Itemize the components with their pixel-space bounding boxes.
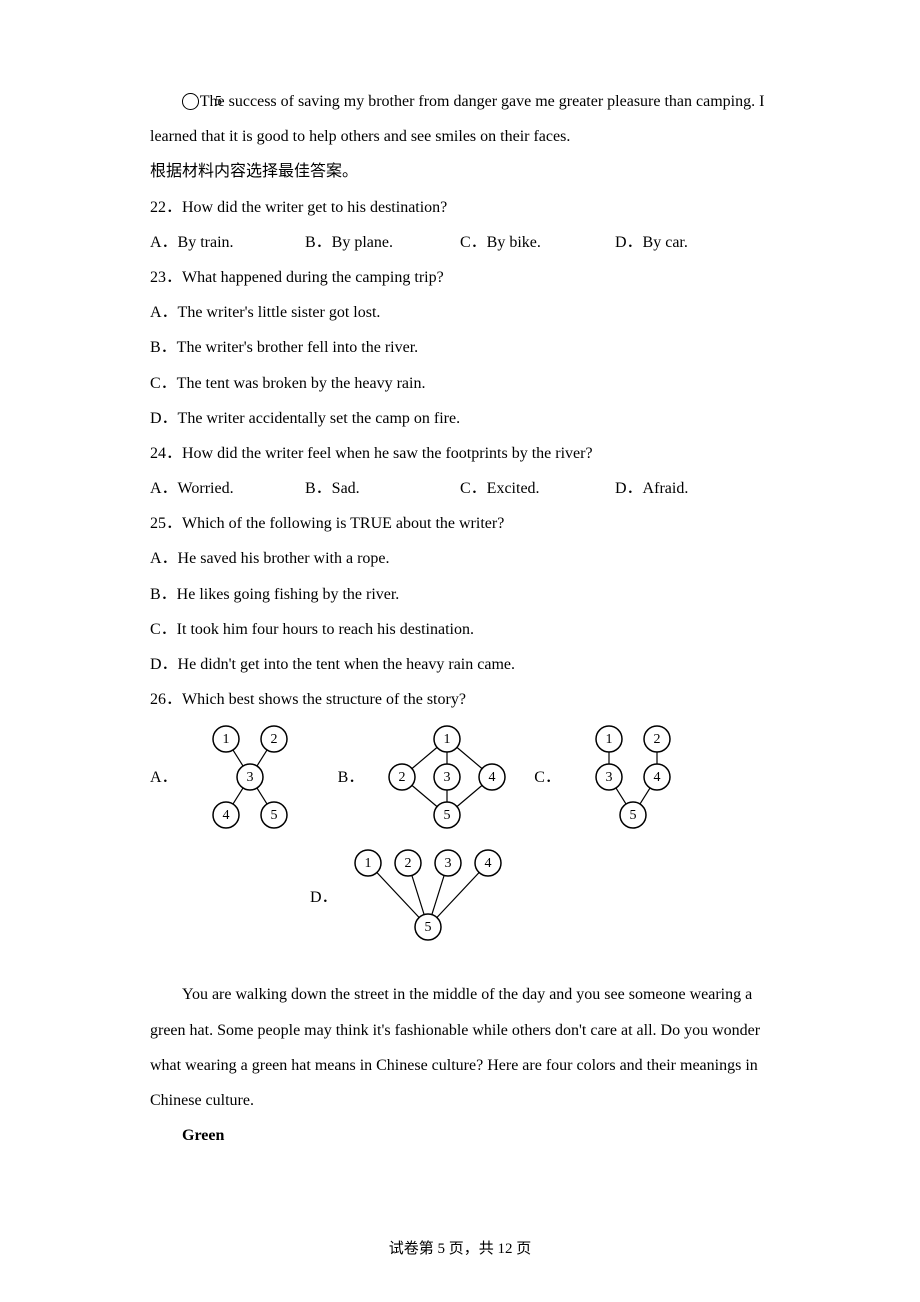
svg-text:5: 5 [444, 809, 451, 824]
footer-page: 5 [437, 1241, 445, 1257]
q26-diagram-c: 1 2 3 4 5 [569, 723, 697, 831]
q26-label-a: A． [150, 760, 178, 795]
q22-options: A．By train. B．By plane. C．By bike. D．By … [150, 225, 770, 260]
q22-opt-c: C．By bike. [460, 225, 615, 260]
q26-label-d: D． [310, 880, 338, 915]
passage2-para1: You are walking down the street in the m… [150, 977, 770, 1118]
svg-text:2: 2 [404, 857, 411, 872]
svg-text:1: 1 [605, 733, 612, 748]
q26-label-c: C． [534, 760, 561, 795]
svg-text:2: 2 [270, 733, 277, 748]
svg-text:3: 3 [246, 771, 253, 786]
svg-text:5: 5 [424, 921, 431, 936]
q26-diagram-d: 1 2 3 4 5 [346, 847, 510, 947]
page-footer: 试卷第 5 页，共 12 页 [0, 1233, 920, 1266]
footer-total: 12 [498, 1241, 513, 1257]
q23-opt-c: C．The tent was broken by the heavy rain. [150, 366, 770, 401]
svg-text:3: 3 [444, 857, 451, 872]
q24-opt-b: B．Sad. [305, 471, 460, 506]
q23-options: A．The writer's little sister got lost. B… [150, 295, 770, 436]
svg-text:1: 1 [364, 857, 371, 872]
q23-opt-d: D．The writer accidentally set the camp o… [150, 401, 770, 436]
q25-stem: 25．Which of the following is TRUE about … [150, 506, 770, 541]
svg-text:3: 3 [444, 771, 451, 786]
footer-mid: 页，共 [445, 1241, 498, 1257]
q26-diagrams-row2: D． 1 2 3 4 5 [150, 847, 770, 947]
q25-opt-c: C．It took him four hours to reach his de… [150, 612, 770, 647]
footer-left: 试卷第 [389, 1241, 438, 1257]
circled-5-icon: 5 [182, 93, 199, 110]
footer-right: 页 [513, 1241, 532, 1257]
q22-opt-b: B．By plane. [305, 225, 460, 260]
passage1-para5: 5The success of saving my brother from d… [150, 84, 770, 154]
svg-text:3: 3 [605, 771, 612, 786]
q26-stem: 26．Which best shows the structure of the… [150, 682, 770, 717]
q24-opt-d: D．Afraid. [615, 471, 770, 506]
q23-stem: 23．What happened during the camping trip… [150, 260, 770, 295]
q25-opt-d: D．He didn't get into the tent when the h… [150, 647, 770, 682]
q25-options: A．He saved his brother with a rope. B．He… [150, 541, 770, 682]
svg-text:5: 5 [270, 809, 277, 824]
svg-text:2: 2 [399, 771, 406, 786]
svg-text:4: 4 [653, 771, 660, 786]
q24-opt-a: A．Worried. [150, 471, 305, 506]
svg-text:4: 4 [489, 771, 496, 786]
q26-diagram-b: 1 2 3 4 5 [372, 723, 522, 831]
q25-opt-a: A．He saved his brother with a rope. [150, 541, 770, 576]
q23-opt-a: A．The writer's little sister got lost. [150, 295, 770, 330]
svg-text:1: 1 [222, 733, 229, 748]
q24-options: A．Worried. B．Sad. C．Excited. D．Afraid. [150, 471, 770, 506]
passage1-para5-text: The success of saving my brother from da… [150, 93, 764, 145]
svg-text:4: 4 [222, 809, 229, 824]
instruction: 根据材料内容选择最佳答案。 [150, 154, 770, 189]
q22-opt-d: D．By car. [615, 225, 770, 260]
q22-stem: 22．How did the writer get to his destina… [150, 190, 770, 225]
q26-diagram-a: 1 2 3 4 5 [186, 723, 314, 831]
svg-text:5: 5 [629, 809, 636, 824]
q25-opt-b: B．He likes going fishing by the river. [150, 577, 770, 612]
q26-diagrams-row1: A． 1 2 3 4 5 B． 1 2 3 4 5 C． 1 2 3 4 5 [150, 723, 770, 831]
svg-text:1: 1 [444, 733, 451, 748]
q24-opt-c: C．Excited. [460, 471, 615, 506]
q22-opt-a: A．By train. [150, 225, 305, 260]
svg-text:2: 2 [653, 733, 660, 748]
passage2-heading-green: Green [150, 1118, 770, 1153]
svg-text:4: 4 [484, 857, 491, 872]
q24-stem: 24．How did the writer feel when he saw t… [150, 436, 770, 471]
q26-label-b: B． [338, 760, 365, 795]
q23-opt-b: B．The writer's brother fell into the riv… [150, 330, 770, 365]
